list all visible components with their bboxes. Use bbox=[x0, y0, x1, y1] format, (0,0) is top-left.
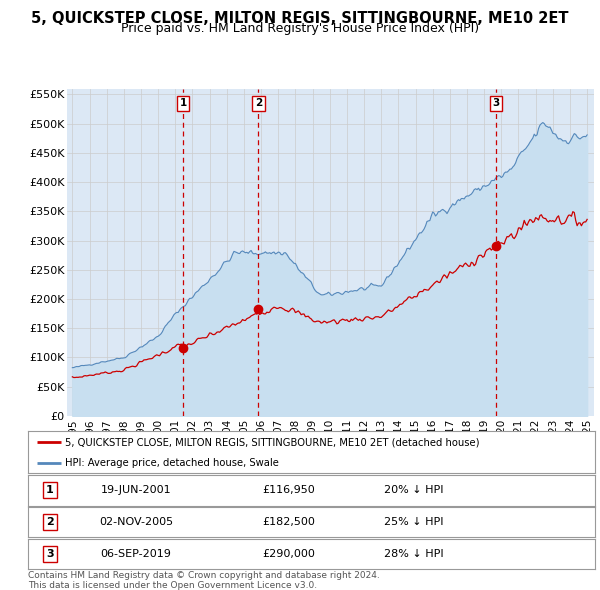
Text: 19-JUN-2001: 19-JUN-2001 bbox=[101, 486, 171, 495]
Text: £290,000: £290,000 bbox=[263, 549, 316, 559]
Text: 2: 2 bbox=[255, 99, 262, 108]
Text: Contains HM Land Registry data © Crown copyright and database right 2024.
This d: Contains HM Land Registry data © Crown c… bbox=[28, 571, 380, 590]
Text: 3: 3 bbox=[46, 549, 53, 559]
Text: 06-SEP-2019: 06-SEP-2019 bbox=[100, 549, 172, 559]
Text: 2: 2 bbox=[46, 517, 53, 527]
Text: Price paid vs. HM Land Registry's House Price Index (HPI): Price paid vs. HM Land Registry's House … bbox=[121, 22, 479, 35]
Text: 1: 1 bbox=[179, 99, 187, 108]
Text: £182,500: £182,500 bbox=[263, 517, 316, 527]
Text: 02-NOV-2005: 02-NOV-2005 bbox=[99, 517, 173, 527]
Text: HPI: Average price, detached house, Swale: HPI: Average price, detached house, Swal… bbox=[65, 458, 279, 467]
Text: 1: 1 bbox=[46, 486, 53, 495]
Text: 5, QUICKSTEP CLOSE, MILTON REGIS, SITTINGBOURNE, ME10 2ET: 5, QUICKSTEP CLOSE, MILTON REGIS, SITTIN… bbox=[31, 11, 569, 25]
Text: 5, QUICKSTEP CLOSE, MILTON REGIS, SITTINGBOURNE, ME10 2ET (detached house): 5, QUICKSTEP CLOSE, MILTON REGIS, SITTIN… bbox=[65, 437, 479, 447]
Text: 28% ↓ HPI: 28% ↓ HPI bbox=[384, 549, 443, 559]
Text: 3: 3 bbox=[492, 99, 499, 108]
Text: £116,950: £116,950 bbox=[263, 486, 316, 495]
Text: 20% ↓ HPI: 20% ↓ HPI bbox=[384, 486, 443, 495]
Text: 25% ↓ HPI: 25% ↓ HPI bbox=[384, 517, 443, 527]
